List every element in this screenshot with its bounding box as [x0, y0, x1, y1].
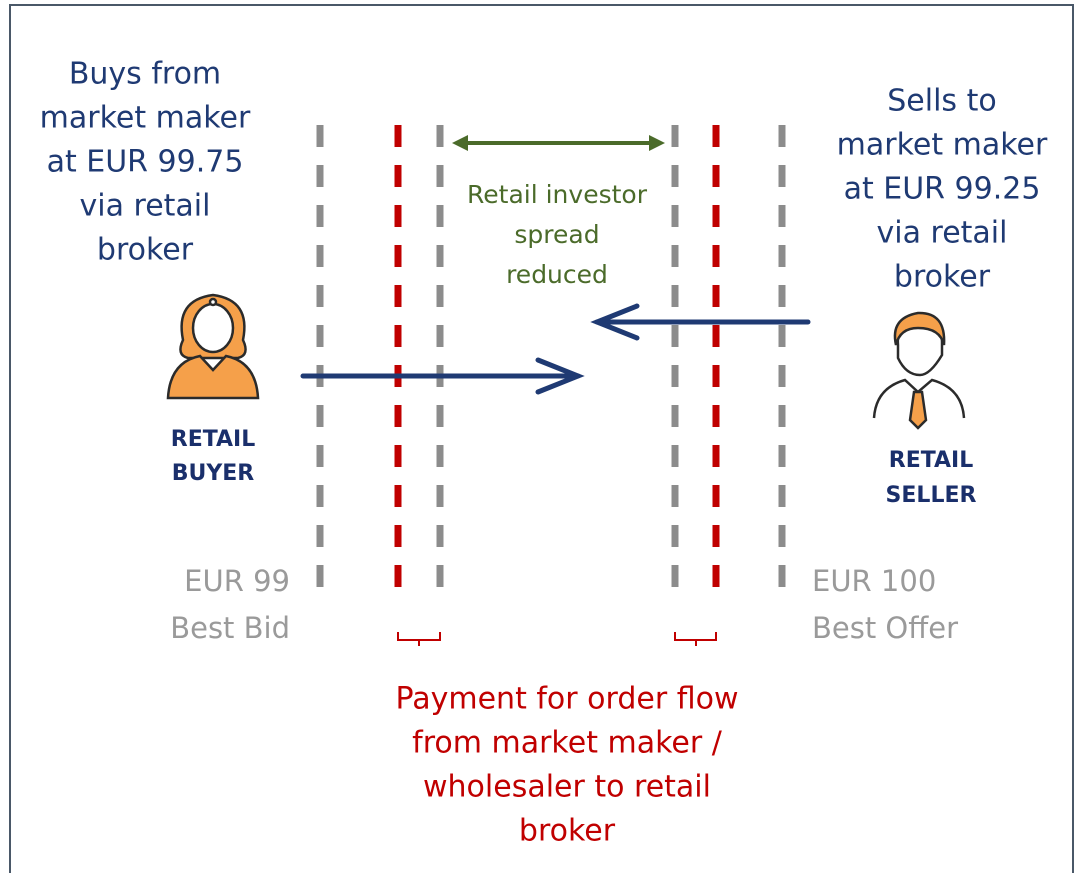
buy-arrow-head — [535, 357, 585, 395]
seller-note: Sells to — [887, 84, 996, 119]
pfof-note: wholesaler to retail — [423, 770, 711, 805]
buyer-note: broker — [97, 233, 194, 268]
buyer-icon — [166, 293, 260, 400]
spread-note: Retail investor — [467, 180, 648, 209]
spread-note: spread — [514, 220, 599, 249]
price-lines — [316, 125, 786, 605]
sell-arrow-head — [590, 303, 640, 341]
buyer-note: market maker — [40, 101, 251, 136]
buyer-note: via retail — [80, 189, 211, 224]
pfof-note: Payment for order flow — [396, 682, 739, 717]
buyer-label: BUYER — [172, 461, 255, 486]
seller-note: broker — [894, 260, 991, 295]
best-offer: EUR 100 — [812, 564, 936, 598]
best-bid: Best Bid — [170, 611, 290, 645]
buyer-note: Buys from — [69, 57, 221, 92]
spread-note: reduced — [506, 260, 608, 289]
seller-note: via retail — [877, 216, 1008, 251]
flow-arrows — [300, 303, 811, 395]
best-bid: EUR 99 — [184, 564, 290, 598]
best-offer: Best Offer — [812, 611, 958, 645]
braces — [397, 632, 717, 646]
buyer-label: RETAIL — [171, 427, 256, 452]
buyer-note: at EUR 99.75 — [47, 145, 244, 180]
pfof-note: from market maker / — [412, 726, 723, 761]
frame — [9, 4, 1074, 873]
pfof-note: broker — [519, 814, 616, 849]
seller-label: SELLER — [886, 483, 977, 508]
seller-icon — [872, 311, 966, 430]
seller-label: RETAIL — [889, 448, 974, 473]
seller-note: at EUR 99.25 — [844, 172, 1041, 207]
seller-note: market maker — [837, 128, 1048, 163]
